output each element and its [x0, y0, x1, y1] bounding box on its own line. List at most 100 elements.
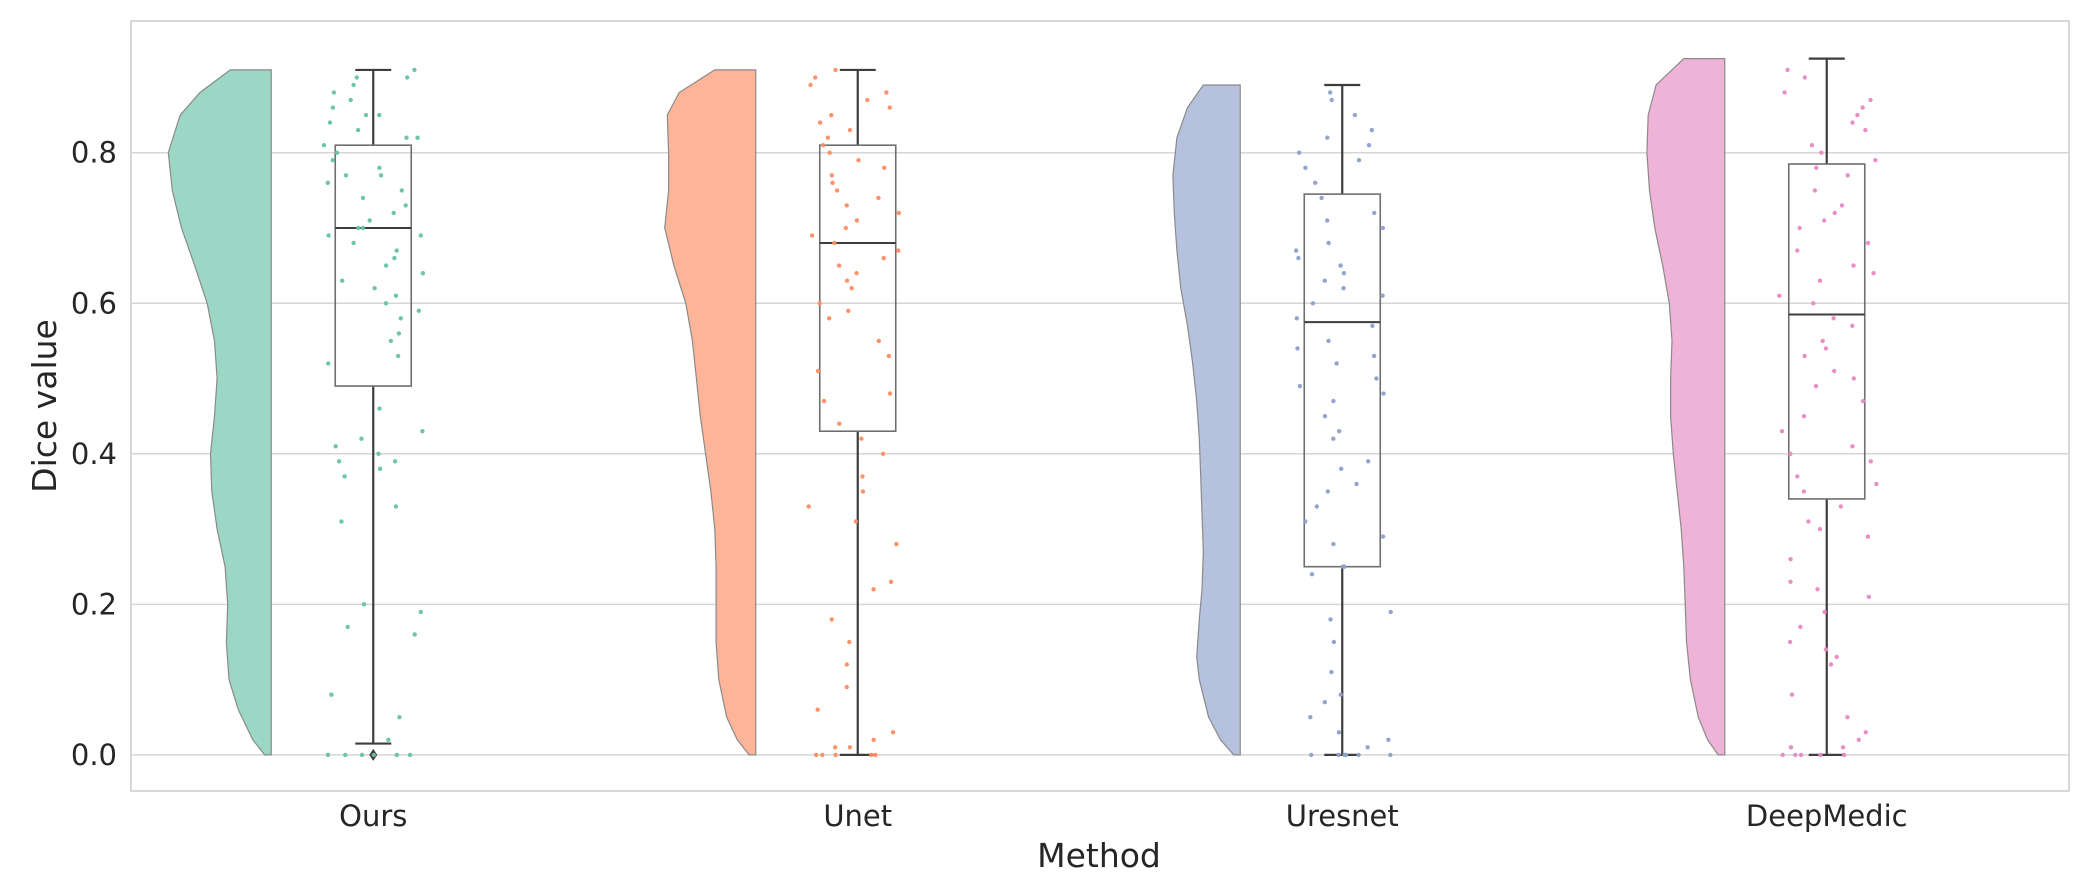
violin-half: [167, 69, 272, 756]
strip-point: [1840, 745, 1846, 750]
strip-point: [1366, 143, 1372, 148]
strip-point: [1787, 639, 1793, 645]
strip-point: [327, 120, 333, 125]
strip-point: [1341, 271, 1347, 276]
strip-point: [1331, 541, 1336, 547]
strip-point: [1795, 474, 1800, 479]
strip-point: [814, 752, 819, 758]
strip-point: [1331, 639, 1337, 645]
strip-point: [896, 248, 901, 253]
strip-point: [832, 240, 837, 246]
strip-point: [825, 135, 831, 140]
strip-point: [844, 203, 849, 208]
strip-point: [396, 331, 402, 336]
strip-point: [844, 662, 849, 667]
strip-point: [1797, 225, 1802, 231]
strip-point: [1817, 526, 1823, 532]
strip-point: [1381, 391, 1386, 396]
strip-point: [847, 127, 853, 133]
strip-point: [844, 684, 849, 690]
strip-point: [1831, 316, 1836, 321]
strip-point: [394, 752, 399, 758]
strip-point: [399, 188, 404, 193]
strip-point: [1310, 301, 1316, 306]
strip-point: [418, 609, 423, 615]
strip-point: [1820, 338, 1825, 344]
strip-point: [325, 752, 331, 758]
strip-point: [1822, 218, 1827, 223]
strip-point: [833, 67, 838, 73]
strip-point: [1328, 90, 1333, 95]
strip-point: [1818, 752, 1823, 758]
strip-point: [1855, 112, 1860, 118]
strip-point: [377, 406, 382, 411]
strip-point: [1319, 195, 1324, 201]
strip-point: [343, 173, 349, 178]
strip-point: [1850, 444, 1855, 449]
strip-point: [1789, 692, 1795, 697]
strip-point: [1356, 158, 1362, 163]
strip-point: [392, 255, 397, 261]
series-group: [1172, 83, 1393, 758]
strip-point: [1815, 587, 1820, 592]
strip-point: [836, 263, 842, 268]
strip-point: [354, 75, 359, 80]
strip-point: [416, 308, 421, 313]
strip-point: [1782, 90, 1787, 95]
strip-point: [1297, 383, 1303, 389]
strip-point: [1339, 466, 1344, 471]
strip-point: [1309, 752, 1314, 758]
strip-point: [391, 210, 396, 216]
strip-point: [1380, 225, 1386, 231]
strip-point: [1812, 188, 1818, 193]
strip-point: [343, 752, 348, 758]
strip-point: [1322, 700, 1328, 705]
strip-point: [1839, 203, 1845, 208]
strip-point: [1788, 745, 1794, 750]
strip-point: [329, 692, 334, 697]
strip-point: [871, 737, 876, 742]
strip-point: [1325, 218, 1330, 223]
y-tick-label: 0.0: [71, 738, 117, 772]
strip-point: [865, 97, 870, 103]
strip-point: [1802, 353, 1807, 359]
strip-point: [849, 286, 854, 291]
strip-point: [1823, 346, 1829, 351]
strip-point: [1336, 730, 1342, 735]
strip-point: [890, 730, 896, 735]
strip-point: [1832, 368, 1837, 374]
strip-point: [1813, 383, 1819, 389]
strip-point: [833, 752, 838, 758]
box-iqr: [334, 144, 413, 387]
strip-point: [1828, 662, 1834, 667]
strip-point: [395, 353, 401, 359]
strip-point: [854, 271, 859, 276]
strip-point: [1296, 150, 1302, 155]
violin-half: [1172, 84, 1241, 756]
strip-point: [359, 752, 365, 758]
strip-point: [404, 135, 409, 140]
x-axis-title: Method: [1037, 836, 1161, 875]
strip-point: [1822, 609, 1827, 615]
strip-point: [1801, 489, 1807, 494]
strip-point: [1788, 557, 1793, 562]
strip-point: [1388, 609, 1393, 615]
strip-point: [843, 225, 848, 231]
strip-point: [817, 301, 822, 306]
strip-point: [1865, 534, 1871, 539]
strip-point: [815, 707, 820, 712]
strip-point: [377, 165, 382, 170]
strip-point: [1371, 353, 1377, 359]
strip-point: [820, 752, 825, 758]
strip-point: [1868, 97, 1873, 103]
strip-point: [412, 632, 417, 637]
strip-point: [340, 278, 345, 283]
strip-point: [398, 316, 403, 321]
strip-point: [363, 112, 369, 118]
box-iqr: [818, 144, 897, 433]
strip-point: [1832, 210, 1837, 216]
strip-point: [1811, 301, 1816, 306]
strip-point: [331, 90, 337, 95]
strip-point: [330, 105, 336, 110]
strip-point: [393, 293, 399, 298]
